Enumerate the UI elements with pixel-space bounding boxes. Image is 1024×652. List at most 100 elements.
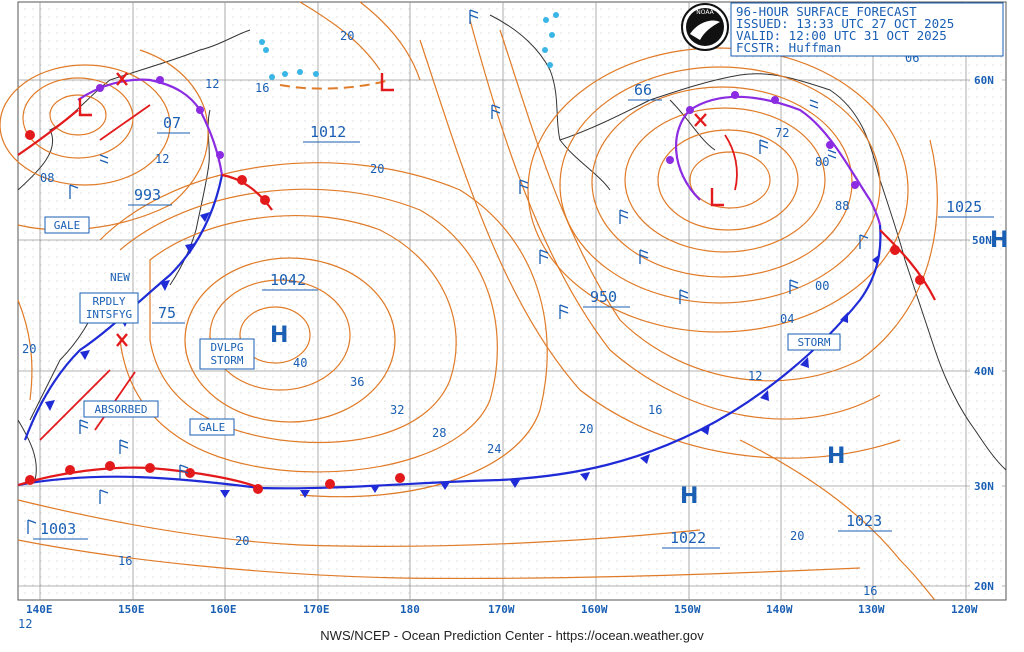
svg-text:80: 80 bbox=[815, 155, 829, 169]
lat-label: 20N bbox=[974, 580, 994, 593]
longitude-labels: 140E 150E 160E 170E 180 170W 160W 150W 1… bbox=[22, 602, 985, 616]
high-center: H bbox=[990, 228, 1008, 253]
svg-text:72: 72 bbox=[775, 126, 789, 140]
latitude-labels: 60N 50N 40N 30N 20N bbox=[970, 73, 1002, 593]
low-x-icon bbox=[694, 113, 707, 127]
pressure-value: 950 bbox=[590, 288, 617, 306]
pressure-value: 1023 bbox=[846, 512, 882, 530]
gale-label-1: GALE bbox=[54, 219, 81, 232]
svg-text:12: 12 bbox=[18, 617, 32, 631]
low-x-icon bbox=[116, 333, 128, 347]
warm-front-ne bbox=[879, 229, 936, 301]
svg-text:12: 12 bbox=[205, 77, 219, 91]
lon-label: 180 bbox=[400, 603, 420, 616]
pressure-values: 1012 993 07 1042 75 950 66 1025 1022 102… bbox=[33, 81, 994, 549]
high-center: H bbox=[270, 323, 288, 348]
graticule bbox=[18, 2, 1006, 600]
svg-text:16: 16 bbox=[648, 403, 662, 417]
pressure-value: 993 bbox=[134, 186, 161, 204]
footer-credit: NWS/NCEP - Ocean Prediction Center - htt… bbox=[320, 628, 704, 643]
lat-label: 60N bbox=[974, 74, 994, 87]
header-valid: VALID: 12:00 UTC 31 OCT 2025 bbox=[736, 28, 947, 43]
svg-text:24: 24 bbox=[487, 442, 501, 456]
pressure-value: 66 bbox=[634, 81, 652, 99]
pressure-value: 1022 bbox=[670, 529, 706, 547]
fronts bbox=[17, 78, 936, 490]
dvlpg-label: DVLPG bbox=[210, 341, 243, 354]
pressure-value: 1042 bbox=[270, 271, 306, 289]
svg-text:32: 32 bbox=[390, 403, 404, 417]
svg-text:20: 20 bbox=[370, 162, 384, 176]
track-ne bbox=[724, 134, 738, 191]
lon-label: 170W bbox=[488, 603, 515, 616]
lat-label: 30N bbox=[974, 480, 994, 493]
front-pips bbox=[25, 76, 925, 498]
lon-label: 140W bbox=[766, 603, 793, 616]
low-x-icon bbox=[116, 72, 128, 86]
warm-front-nw bbox=[221, 173, 273, 211]
forecast-header: 96-HOUR SURFACE FORECAST ISSUED: 13:33 U… bbox=[730, 2, 1004, 57]
svg-text:04: 04 bbox=[780, 312, 794, 326]
svg-text:40: 40 bbox=[293, 356, 307, 370]
pressure-value: 1003 bbox=[40, 520, 76, 538]
header-title: 96-HOUR SURFACE FORECAST bbox=[736, 4, 917, 19]
svg-text:16: 16 bbox=[118, 554, 132, 568]
rpdly-label: RPDLY bbox=[92, 295, 125, 308]
lon-label: 150E bbox=[118, 603, 145, 616]
low-centers bbox=[78, 72, 724, 347]
ice-markers bbox=[259, 12, 559, 80]
track-nw bbox=[99, 104, 151, 141]
lon-label: 160E bbox=[210, 603, 237, 616]
low-L-icon bbox=[78, 98, 92, 117]
new-label: NEW bbox=[110, 271, 130, 284]
pressure-value: 75 bbox=[158, 304, 176, 322]
lon-label: 170E bbox=[303, 603, 330, 616]
pressure-value: 1025 bbox=[946, 198, 982, 216]
svg-text:36: 36 bbox=[350, 375, 364, 389]
svg-text:08: 08 bbox=[40, 171, 54, 185]
map-frame bbox=[17, 1, 1007, 601]
track-absorbed-1 bbox=[39, 369, 111, 441]
boxed-labels: GALE GALE NEW RPDLY INTSFYG ABSORBED DVL… bbox=[44, 216, 841, 436]
low-L-icon bbox=[380, 73, 394, 92]
storm-label: STORM bbox=[797, 336, 830, 349]
warm-front-left bbox=[17, 109, 79, 156]
svg-text:20: 20 bbox=[235, 534, 249, 548]
svg-text:88: 88 bbox=[835, 199, 849, 213]
lon-label: 120W bbox=[951, 603, 978, 616]
low-L-icon bbox=[710, 188, 724, 207]
lon-label: 150W bbox=[674, 603, 701, 616]
svg-text:NOAA: NOAA bbox=[696, 9, 714, 16]
occluded-front-ne bbox=[674, 95, 882, 226]
lon-label: 140E bbox=[26, 603, 53, 616]
occluded-front-nw bbox=[77, 78, 224, 176]
svg-text:28: 28 bbox=[432, 426, 446, 440]
header-issued: ISSUED: 13:33 UTC 27 OCT 2025 bbox=[736, 16, 954, 31]
svg-text:20: 20 bbox=[579, 422, 593, 436]
track-top bbox=[279, 79, 391, 90]
lat-label: 40N bbox=[974, 365, 994, 378]
intsfyg-label: INTSFYG bbox=[86, 308, 132, 321]
svg-text:12: 12 bbox=[155, 152, 169, 166]
header-forecaster: FCSTR: Huffman bbox=[736, 40, 841, 55]
cold-front-south bbox=[17, 224, 882, 490]
lon-label: 130W bbox=[858, 603, 885, 616]
wind-barbs bbox=[27, 9, 869, 534]
gale-label-2: GALE bbox=[199, 421, 226, 434]
svg-text:12: 12 bbox=[748, 369, 762, 383]
pressure-value: 07 bbox=[163, 114, 181, 132]
lon-label: 160W bbox=[581, 603, 608, 616]
svg-text:00: 00 bbox=[815, 279, 829, 293]
absorbed-label: ABSORBED bbox=[95, 403, 148, 416]
high-center: H bbox=[680, 484, 698, 509]
pressure-value: 1012 bbox=[310, 123, 346, 141]
dvlpg-storm-label: STORM bbox=[210, 354, 243, 367]
svg-text:20: 20 bbox=[22, 342, 36, 356]
high-center: H bbox=[827, 444, 845, 469]
svg-text:16: 16 bbox=[863, 584, 877, 598]
isobar-labels: 20 12 16 12 08 20 40 36 32 28 24 20 16 1… bbox=[18, 29, 919, 631]
coastlines bbox=[17, 14, 1007, 481]
noaa-logo: NOAA bbox=[681, 3, 729, 51]
svg-text:20: 20 bbox=[340, 29, 354, 43]
